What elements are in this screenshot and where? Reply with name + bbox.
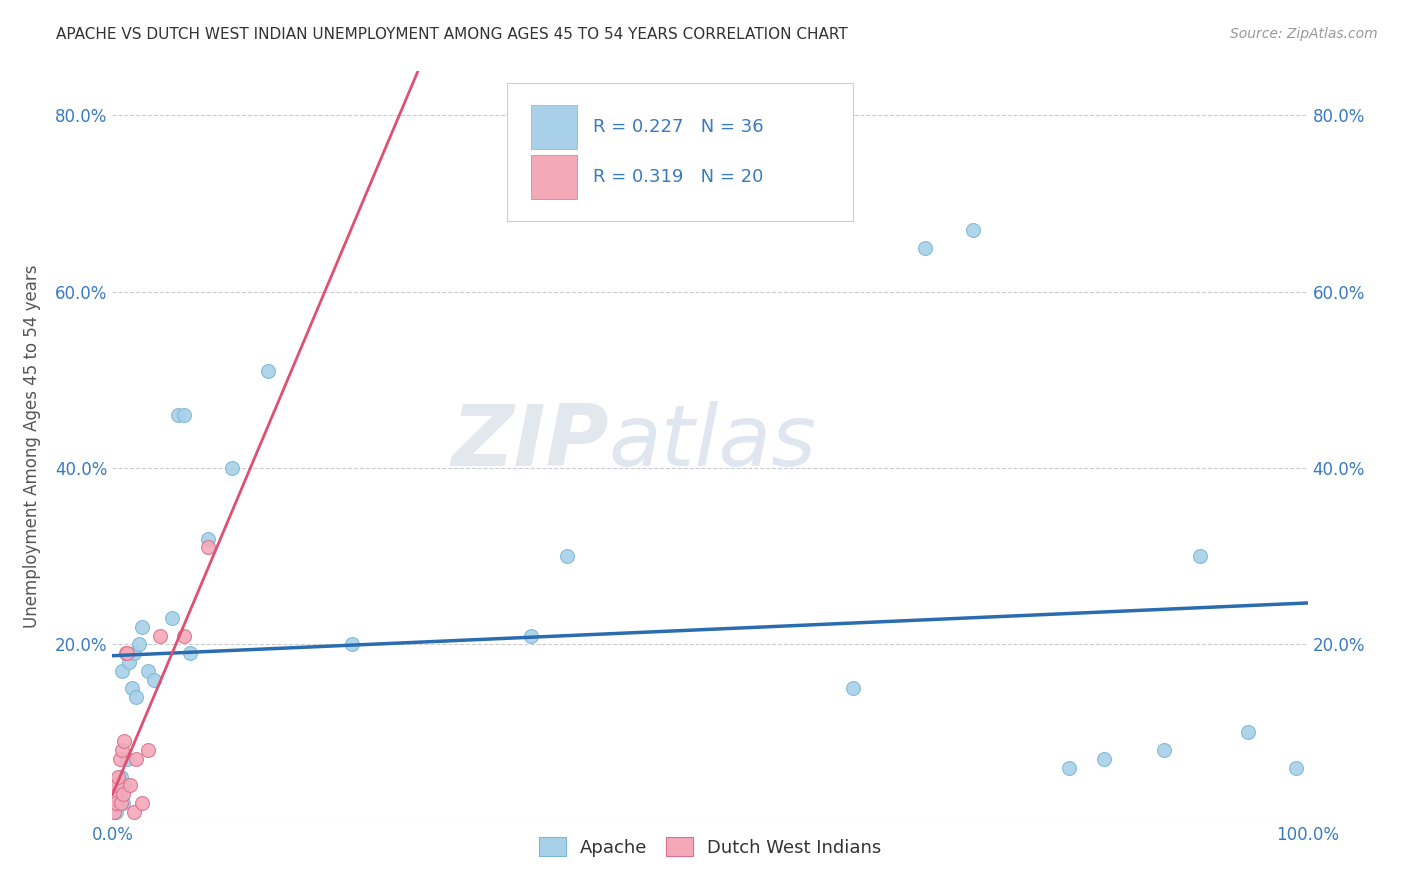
Point xyxy=(128,637,150,651)
Legend: Apache, Dutch West Indians: Apache, Dutch West Indians xyxy=(531,830,889,864)
Point xyxy=(112,796,135,810)
Point xyxy=(114,778,135,792)
Point xyxy=(114,734,135,748)
Point xyxy=(340,637,363,651)
Point xyxy=(108,752,131,766)
Text: APACHE VS DUTCH WEST INDIAN UNEMPLOYMENT AMONG AGES 45 TO 54 YEARS CORRELATION C: APACHE VS DUTCH WEST INDIAN UNEMPLOYMENT… xyxy=(56,27,848,42)
Point xyxy=(105,796,128,810)
Point xyxy=(107,770,129,784)
FancyBboxPatch shape xyxy=(531,154,578,199)
Point xyxy=(111,664,134,678)
Point xyxy=(118,655,141,669)
Point xyxy=(162,611,183,625)
Point xyxy=(122,646,145,660)
Y-axis label: Unemployment Among Ages 45 to 54 years: Unemployment Among Ages 45 to 54 years xyxy=(24,264,41,628)
Point xyxy=(1189,549,1212,564)
Text: Source: ZipAtlas.com: Source: ZipAtlas.com xyxy=(1230,27,1378,41)
Point xyxy=(121,681,143,696)
Point xyxy=(221,461,243,475)
Point xyxy=(1237,725,1260,739)
Point xyxy=(1285,761,1308,775)
Point xyxy=(125,690,148,705)
FancyBboxPatch shape xyxy=(531,105,578,149)
Point xyxy=(110,770,132,784)
Point xyxy=(138,664,160,678)
Point xyxy=(120,778,142,792)
Point xyxy=(103,805,125,819)
Point xyxy=(114,646,136,660)
Point xyxy=(110,796,132,810)
Point xyxy=(914,241,936,255)
Point xyxy=(105,778,128,792)
Point xyxy=(115,646,138,660)
Point xyxy=(138,743,160,757)
Point xyxy=(257,364,280,378)
Point xyxy=(115,752,138,766)
Point xyxy=(122,805,145,819)
Point xyxy=(125,752,148,766)
FancyBboxPatch shape xyxy=(508,83,853,221)
Point xyxy=(112,787,135,801)
Point xyxy=(111,743,134,757)
Point xyxy=(131,620,153,634)
Point xyxy=(197,541,219,555)
Point xyxy=(173,408,195,422)
Point xyxy=(1094,752,1116,766)
Point xyxy=(520,628,543,642)
Point xyxy=(105,805,128,819)
Point xyxy=(108,787,131,801)
Point xyxy=(167,408,190,422)
Point xyxy=(555,549,578,564)
Text: R = 0.227   N = 36: R = 0.227 N = 36 xyxy=(593,118,763,136)
Point xyxy=(149,628,172,642)
Text: ZIP: ZIP xyxy=(451,401,609,483)
Point xyxy=(107,796,129,810)
Point xyxy=(104,787,127,801)
Text: R = 0.319   N = 20: R = 0.319 N = 20 xyxy=(593,168,763,186)
Point xyxy=(105,778,128,792)
Point xyxy=(962,223,984,237)
Point xyxy=(1153,743,1175,757)
Text: atlas: atlas xyxy=(609,401,817,483)
Point xyxy=(1057,761,1080,775)
Point xyxy=(197,532,219,546)
Point xyxy=(842,681,865,696)
Point xyxy=(179,646,201,660)
Point xyxy=(131,796,153,810)
Point xyxy=(143,673,166,687)
Point xyxy=(173,628,195,642)
